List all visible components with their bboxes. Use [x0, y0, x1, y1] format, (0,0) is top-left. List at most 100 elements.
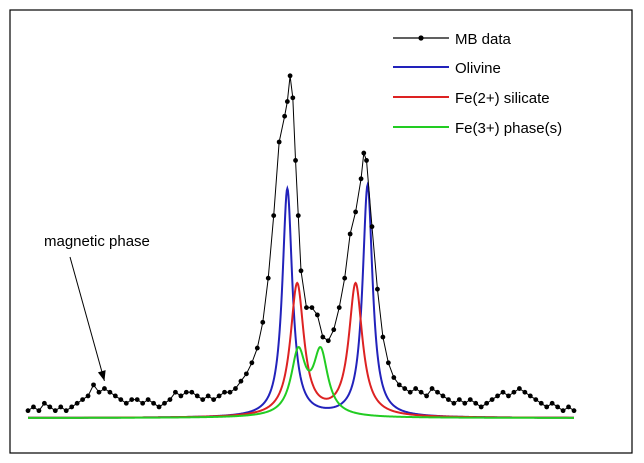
data-point-22 [145, 397, 151, 402]
legend-entry-fe2-silicate: Fe(2+) silicate [393, 90, 550, 107]
data-point-70 [385, 360, 391, 366]
data-point-63 [353, 209, 358, 215]
data-point-96 [527, 393, 533, 399]
legend: MB data Olivine Fe(2+) silicate Fe(3+) p… [393, 31, 562, 137]
data-point-32 [200, 397, 206, 402]
legend-label-mb-data: MB data [455, 31, 512, 48]
data-point-97 [533, 397, 539, 402]
data-point-91 [500, 389, 506, 395]
data-point-13 [96, 389, 102, 395]
data-point-37 [227, 389, 233, 395]
data-point-53 [298, 268, 304, 274]
data-point-73 [402, 386, 408, 391]
data-point-56 [314, 312, 320, 318]
legend-label-olivine: Olivine [455, 60, 501, 77]
data-point-43 [260, 319, 266, 325]
data-point-30 [189, 389, 195, 395]
data-point-69 [380, 334, 386, 340]
data-point-89 [489, 397, 495, 402]
data-point-55 [309, 305, 315, 310]
data-point-95 [522, 389, 528, 395]
data-point-94 [517, 386, 522, 391]
data-point-4 [47, 404, 53, 410]
data-point-21 [140, 400, 146, 406]
annotation-arrow-head [97, 370, 106, 381]
legend-marker-mb-data [418, 35, 424, 41]
data-point-49 [287, 73, 293, 79]
data-point-78 [429, 386, 435, 391]
data-point-84 [462, 400, 468, 406]
data-point-29 [183, 389, 189, 395]
data-point-99 [544, 404, 550, 410]
chart-frame [9, 9, 633, 454]
data-point-33 [205, 393, 211, 399]
legend-entry-mb-data: MB data [393, 31, 512, 48]
data-point-48 [284, 99, 290, 104]
data-point-64 [358, 176, 364, 182]
data-point-28 [178, 393, 184, 399]
data-point-86 [473, 400, 479, 406]
data-point-88 [484, 400, 490, 406]
data-point-23 [151, 400, 156, 406]
data-point-100 [549, 400, 555, 406]
data-point-12 [91, 382, 96, 388]
data-point-18 [123, 400, 129, 406]
data-point-68 [375, 286, 380, 292]
data-point-61 [342, 275, 348, 281]
data-point-54 [304, 305, 309, 310]
data-point-0 [25, 408, 31, 414]
data-point-25 [162, 400, 167, 406]
data-point-52 [295, 213, 301, 219]
data-point-42 [254, 345, 260, 351]
legend-entry-fe3-phases: Fe(3+) phase(s) [393, 120, 562, 137]
data-point-16 [112, 393, 118, 399]
data-point-82 [451, 400, 457, 406]
data-point-15 [107, 389, 113, 395]
legend-entry-olivine: Olivine [393, 60, 501, 77]
data-point-39 [238, 378, 244, 384]
data-point-77 [424, 393, 429, 399]
data-point-20 [134, 397, 140, 402]
data-point-11 [85, 393, 91, 399]
annotation-arrow [69, 256, 105, 382]
legend-label-fe3-phases: Fe(3+) phase(s) [455, 120, 562, 137]
legend-label-fe2-silicate: Fe(2+) silicate [455, 90, 550, 107]
data-point-76 [418, 389, 424, 395]
data-point-10 [80, 397, 85, 402]
data-point-93 [511, 389, 517, 395]
data-point-57 [320, 334, 326, 340]
data-point-34 [211, 397, 217, 402]
data-point-74 [407, 389, 413, 395]
data-point-38 [233, 386, 238, 391]
data-point-50 [290, 95, 296, 101]
annotation-label: magnetic phase [44, 233, 150, 250]
data-point-62 [347, 231, 353, 237]
annotation: magnetic phase [44, 233, 150, 382]
data-point-47 [282, 113, 288, 119]
data-point-5 [52, 408, 58, 414]
data-point-31 [194, 393, 200, 399]
data-point-8 [69, 404, 75, 410]
data-point-80 [440, 393, 446, 399]
data-point-65 [361, 150, 367, 156]
data-point-85 [467, 397, 473, 402]
data-point-103 [566, 404, 571, 410]
data-point-104 [571, 408, 577, 414]
data-point-45 [271, 213, 277, 219]
data-point-26 [167, 397, 173, 402]
data-point-36 [222, 389, 227, 395]
data-point-60 [336, 305, 342, 310]
data-point-9 [74, 400, 80, 406]
data-point-75 [413, 386, 419, 391]
data-point-72 [396, 382, 402, 388]
data-point-90 [495, 393, 500, 399]
data-point-19 [129, 397, 135, 402]
data-point-1 [31, 404, 36, 410]
data-point-79 [435, 389, 440, 395]
data-point-66 [364, 158, 369, 163]
data-point-3 [41, 400, 47, 406]
data-point-101 [555, 404, 561, 410]
series-line-fe-3-phase-s [28, 345, 574, 419]
data-point-102 [560, 408, 566, 414]
